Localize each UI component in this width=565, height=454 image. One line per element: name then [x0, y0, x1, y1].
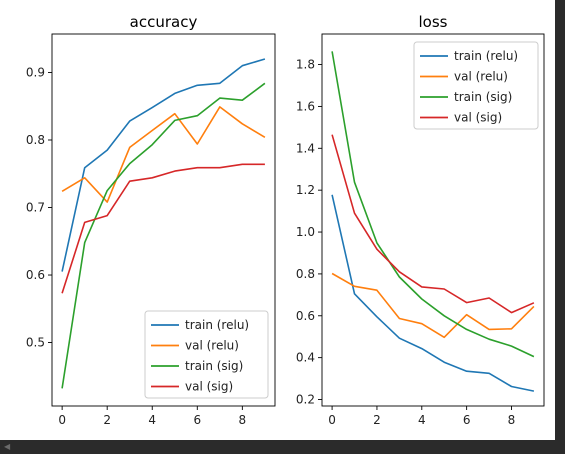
- series-line-val-relu: [61, 106, 266, 203]
- y-tick-label: 0.9: [26, 65, 45, 79]
- x-tick-label: 0: [328, 413, 336, 427]
- series-line-val-relu: [331, 272, 535, 339]
- y-tick-label: 1.6: [296, 99, 315, 113]
- axes-frame: [321, 33, 545, 407]
- y-tick-label: 1.0: [296, 225, 315, 239]
- legend: train (relu) val (relu) train (sig) val (si…: [144, 310, 269, 399]
- x-tick-label: 0: [58, 413, 66, 427]
- legend-entry-label: val (relu): [454, 70, 508, 84]
- legend: train (relu) val (relu) train (sig) val (si…: [413, 41, 539, 130]
- legend-box: [144, 310, 269, 399]
- x-tick-label: 6: [193, 413, 201, 427]
- legend-entry-label: val (relu): [185, 339, 239, 353]
- x-tick-label: 2: [373, 413, 381, 427]
- chart-title: loss: [419, 13, 448, 31]
- x-tick-label: 4: [418, 413, 426, 427]
- chart-title: accuracy: [130, 13, 198, 31]
- series-line-val-sig: [331, 134, 535, 314]
- legend-box: [413, 41, 539, 130]
- legend-entry-label: val (sig): [454, 111, 502, 125]
- x-tick-label: 2: [103, 413, 111, 427]
- subplot-1: accuracy 0 2 4 6 8 0.5 0.6 0.7 0.8 0.9 train (relu)…: [26, 13, 276, 427]
- legend-entry-label: val (sig): [185, 380, 233, 394]
- y-tick-label: 0.8: [26, 133, 45, 147]
- legend-entry-label: train (sig): [185, 359, 243, 373]
- training-curves-figure: accuracy 0 2 4 6 8 0.5 0.6 0.7 0.8 0.9 train (relu)…: [26, 13, 545, 427]
- window-bottom-strip: [0, 440, 565, 454]
- legend-entry-label: train (sig): [454, 90, 512, 104]
- x-tick-label: 8: [239, 413, 247, 427]
- scroll-left-arrow-icon[interactable]: ◀: [4, 442, 11, 451]
- series-line-val-sig: [61, 163, 265, 294]
- y-tick-label: 0.2: [296, 393, 315, 407]
- y-tick-label: 0.6: [26, 268, 45, 282]
- x-tick-label: 4: [148, 413, 156, 427]
- series-line-train-sig: [331, 51, 535, 358]
- y-tick-label: 1.2: [296, 183, 315, 197]
- axes-frame: [51, 33, 276, 407]
- legend-entry-label: train (relu): [454, 49, 518, 63]
- figure-canvas: accuracy 0 2 4 6 8 0.5 0.6 0.7 0.8 0.9 train (relu)…: [0, 0, 555, 440]
- y-tick-label: 1.4: [296, 141, 315, 155]
- series-line-train-relu: [331, 194, 535, 392]
- y-tick-label: 0.5: [26, 336, 45, 350]
- series-line-train-sig: [61, 82, 266, 389]
- y-tick-label: 0.4: [296, 351, 315, 365]
- y-tick-label: 0.7: [26, 201, 45, 215]
- y-tick-label: 0.6: [296, 309, 315, 323]
- y-tick-label: 0.8: [296, 267, 315, 281]
- y-tick-label: 1.8: [296, 58, 315, 72]
- x-tick-label: 8: [508, 413, 516, 427]
- subplot-2: loss 0 2 4 6 8 0.2 0.4 0.6 0.8 1.0 1.2 1.4 1.6 1.8 trai…: [296, 13, 545, 427]
- x-tick-label: 6: [463, 413, 471, 427]
- series-line-train-relu: [61, 58, 266, 272]
- legend-entry-label: train (relu): [185, 318, 249, 332]
